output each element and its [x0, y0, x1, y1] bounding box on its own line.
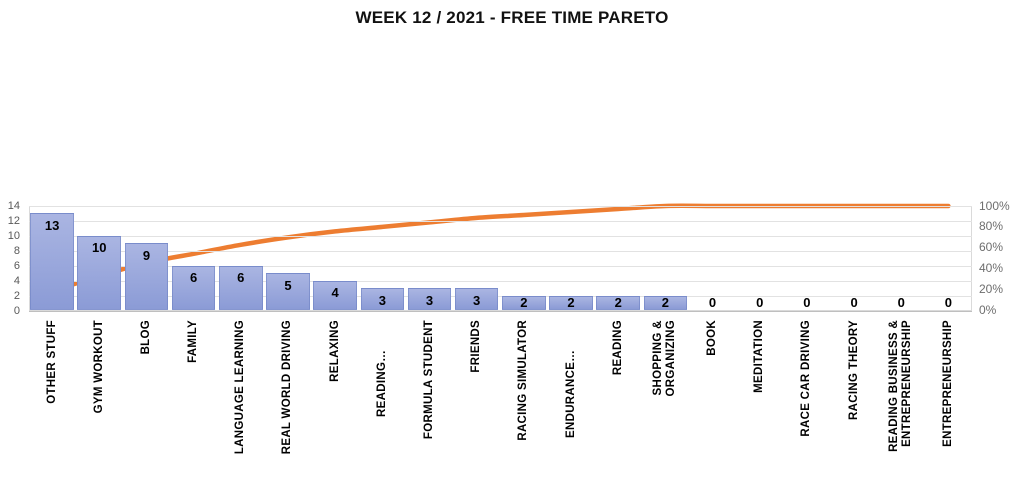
x-axis-label: LANGUAGE LEARNING	[234, 319, 247, 454]
y-axis-tick: 4	[13, 274, 20, 287]
x-axis-label: GYM WORKOUT	[92, 319, 105, 413]
y-axis-tick: 6	[13, 259, 20, 272]
x-axis-label-cell: OTHER STUFF	[29, 312, 76, 479]
x-axis-line	[28, 310, 972, 312]
y-axis-tick: 14	[7, 200, 20, 212]
x-axis-label: SHOPPING & ORGANIZING	[652, 319, 678, 396]
bar	[549, 295, 593, 311]
bar	[219, 265, 263, 311]
pct-axis-tick: 0%	[979, 303, 997, 317]
x-axis-label-cell: READING…	[359, 312, 406, 479]
x-axis-label-cell: BLOG	[123, 312, 170, 479]
gridline	[28, 280, 972, 282]
bar-value-label: 13	[44, 217, 60, 233]
bar	[124, 243, 169, 311]
gridline	[28, 220, 972, 222]
bar-value-label: 0	[897, 295, 905, 310]
x-axis-label-cell: READING BUSINESS & ENTREPRENEURSHIP	[878, 312, 925, 479]
bar-value-label: 0	[756, 295, 764, 310]
x-axis-label: FAMILY	[187, 319, 200, 363]
pct-axis-tick: 100%	[979, 198, 1010, 213]
y-axis-tick: 10	[7, 229, 20, 242]
pct-axis-tick: 20%	[979, 282, 1004, 297]
y-axis-tick: 8	[13, 244, 20, 257]
x-axis-label-cell: RELAXING	[312, 312, 359, 479]
x-axis-label: RELAXING	[328, 319, 341, 382]
gridline	[28, 250, 972, 252]
x-axis-label-cell: RACING THEORY	[830, 312, 877, 479]
bar-value-label: 2	[661, 295, 669, 310]
bar-value-label: 4	[331, 285, 339, 301]
gridline	[28, 265, 972, 267]
x-axis-label: BOOK	[706, 319, 719, 356]
x-axis-label: BLOG	[139, 319, 152, 354]
x-axis-label-cell: FAMILY	[170, 312, 217, 479]
x-axis-label: RACE CAR DRIVING	[800, 319, 813, 437]
bar	[171, 265, 216, 311]
x-axis-label-cell: RACE CAR DRIVING	[783, 312, 830, 479]
x-axis-label: RACING SIMULATOR	[517, 319, 530, 441]
bar	[596, 295, 640, 311]
x-axis-label: OTHER STUFF	[45, 319, 58, 404]
x-axis-label: READING…	[375, 349, 388, 417]
gridline	[28, 235, 972, 237]
chart-title: WEEK 12 / 2021 - FREE TIME PARETO	[355, 8, 669, 27]
x-axis-label-cell: GYM WORKOUT	[76, 312, 123, 479]
bar	[643, 295, 688, 311]
x-axis-label-cell: SHOPPING & ORGANIZING	[642, 312, 689, 479]
bar	[313, 280, 357, 311]
x-axis-label-cell: REAL WORLD DRIVING	[264, 312, 311, 479]
bar	[407, 288, 452, 311]
x-axis-label: READING	[611, 319, 624, 375]
x-axis-label-cell: ENTREPRENEURSHIP	[925, 312, 972, 479]
y-axis-tick: 12	[7, 214, 20, 227]
bar-value-label: 0	[944, 295, 953, 310]
y-axis-tick: 0	[13, 304, 20, 317]
x-axis-label: ENTREPRENEURSHIP	[941, 319, 954, 447]
y-axis-tick: 2	[13, 289, 20, 302]
bar-value-label: 10	[92, 240, 107, 256]
x-axis-label-cell: ENDURANCE…	[547, 312, 594, 479]
x-axis-label: RACING THEORY	[847, 319, 860, 420]
x-axis-label-cell: READING	[595, 312, 642, 479]
pct-axis-tick: 60%	[979, 240, 1004, 255]
bar-value-label: 6	[189, 270, 198, 286]
bar-value-label: 2	[520, 295, 528, 310]
x-axis-label-cell: FORMULA STUDENT	[406, 312, 453, 479]
bar-value-label: 9	[142, 247, 151, 263]
gridline	[28, 295, 972, 297]
bar-value-label: 5	[284, 277, 292, 293]
bar-value-label: 3	[378, 292, 386, 308]
pct-axis-tick: 80%	[979, 219, 1004, 234]
bar-value-label: 0	[708, 295, 717, 310]
bar-value-label: 2	[614, 295, 622, 310]
bar	[454, 288, 499, 311]
bar	[77, 235, 122, 311]
x-axis-label-cell: LANGUAGE LEARNING	[217, 312, 264, 479]
bar-value-label: 0	[850, 295, 858, 310]
x-axis-label-cell: FRIENDS	[453, 312, 500, 479]
x-axis-label-cell: BOOK	[689, 312, 736, 479]
x-axis-label: FORMULA STUDENT	[422, 319, 435, 439]
bar	[502, 295, 546, 311]
gridline	[28, 206, 972, 207]
x-axis-label-cell: MEDITATION	[736, 312, 783, 479]
bar	[30, 213, 74, 311]
bar	[360, 288, 405, 311]
bar	[266, 273, 310, 311]
bar-value-label: 0	[803, 295, 811, 310]
bar-value-label: 2	[567, 295, 575, 310]
pct-axis-tick: 40%	[979, 261, 1004, 276]
x-axis-label-cell: RACING SIMULATOR	[500, 312, 547, 479]
x-axis-label: ENDURANCE…	[564, 349, 577, 438]
x-axis-label: MEDITATION	[753, 319, 766, 393]
bar-value-label: 6	[237, 270, 245, 286]
bar-value-label: 3	[425, 292, 434, 308]
x-axis-label: REAL WORLD DRIVING	[281, 319, 294, 454]
x-axis-label: READING BUSINESS & ENTREPRENEURSHIP	[888, 319, 914, 452]
x-axis-label: FRIENDS	[470, 319, 483, 373]
bar-value-label: 3	[473, 292, 481, 308]
